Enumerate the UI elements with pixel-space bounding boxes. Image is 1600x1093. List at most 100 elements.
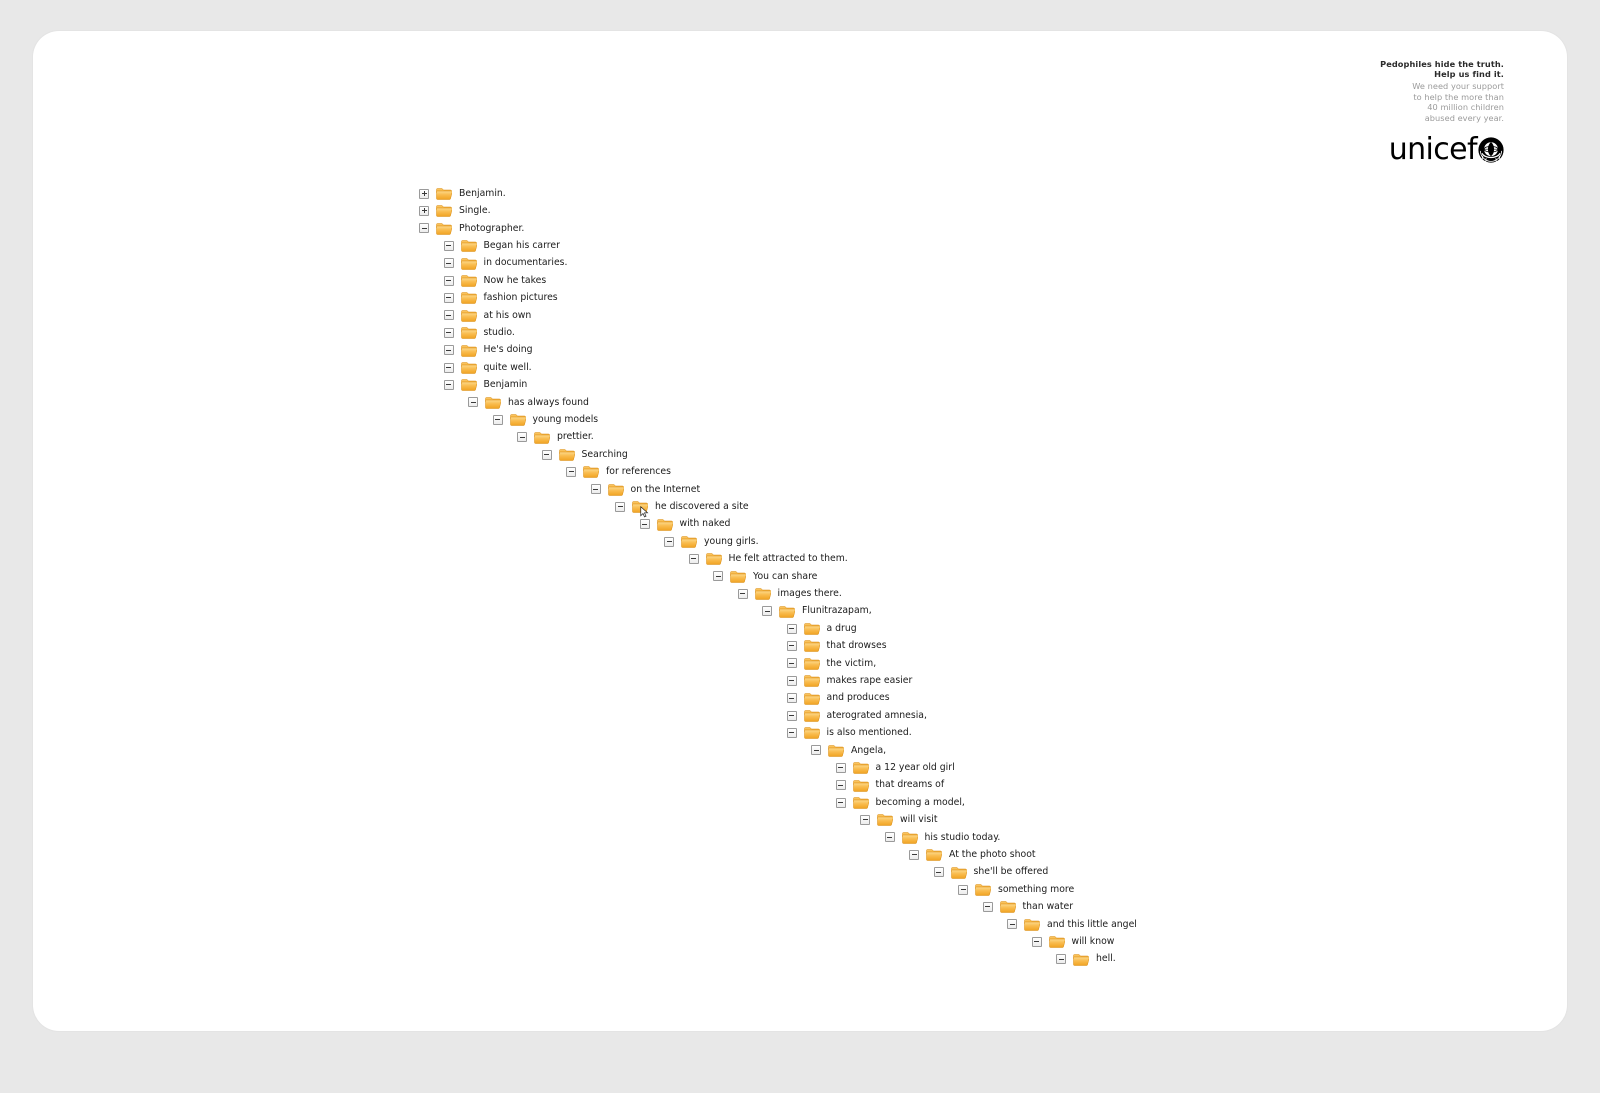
tree-node[interactable]: with naked [639, 517, 730, 532]
collapse-toggle-icon[interactable] [835, 780, 846, 791]
tree-node[interactable]: than water [982, 899, 1073, 914]
tree-node[interactable]: at his own [443, 308, 531, 323]
expand-toggle-icon[interactable] [419, 188, 429, 199]
folder-icon[interactable] [436, 204, 453, 218]
collapse-toggle-icon[interactable] [419, 223, 429, 234]
tree-node[interactable]: Flunitrazapam, [762, 604, 872, 619]
folder-icon[interactable] [436, 187, 453, 200]
folder-icon[interactable] [803, 674, 821, 687]
tree-node[interactable]: prettier. [517, 430, 594, 445]
collapse-toggle-icon[interactable] [835, 797, 846, 808]
tree-node[interactable]: she'll be offered [933, 865, 1048, 880]
collapse-toggle-icon[interactable] [443, 362, 454, 373]
tree-node[interactable]: At the photo shoot [909, 847, 1036, 862]
collapse-toggle-icon[interactable] [737, 588, 748, 599]
tree-node[interactable]: Now he takes [443, 273, 546, 288]
collapse-toggle-icon[interactable] [786, 675, 797, 686]
folder-icon[interactable] [460, 274, 478, 287]
expand-toggle-icon[interactable] [419, 205, 429, 216]
folder-icon[interactable] [681, 535, 698, 548]
collapse-toggle-icon[interactable] [443, 292, 454, 303]
folder-icon[interactable] [803, 657, 821, 670]
folder-icon[interactable] [460, 291, 478, 305]
folder-icon[interactable] [730, 570, 747, 583]
folder-icon[interactable] [460, 344, 478, 357]
folder-icon[interactable] [583, 465, 600, 479]
collapse-toggle-icon[interactable] [713, 571, 723, 582]
folder-icon[interactable] [803, 709, 821, 722]
collapse-toggle-icon[interactable] [835, 762, 846, 773]
tree-node[interactable]: Began his carrer [443, 238, 560, 253]
folder-icon[interactable] [975, 883, 992, 896]
folder-icon[interactable] [460, 361, 478, 374]
tree-node[interactable]: You can share [713, 569, 817, 584]
collapse-toggle-icon[interactable] [517, 432, 527, 443]
tree-node[interactable]: has always found [468, 395, 589, 410]
tree-node[interactable]: Benjamin [443, 377, 527, 392]
collapse-toggle-icon[interactable] [443, 275, 454, 286]
collapse-toggle-icon[interactable] [1031, 936, 1042, 947]
collapse-toggle-icon[interactable] [786, 693, 797, 704]
folder-tree[interactable]: Benjamin. Single. Photographer. [33, 31, 1567, 1031]
collapse-toggle-icon[interactable] [492, 414, 503, 425]
collapse-toggle-icon[interactable] [541, 449, 552, 460]
tree-node[interactable]: a 12 year old girl [835, 760, 955, 775]
folder-icon[interactable] [950, 866, 968, 879]
folder-icon[interactable] [436, 222, 453, 235]
tree-node[interactable]: that drowses [786, 638, 887, 653]
tree-node[interactable]: Angela, [811, 743, 886, 758]
folder-icon[interactable] [754, 587, 772, 600]
collapse-toggle-icon[interactable] [786, 710, 797, 721]
folder-icon[interactable] [852, 761, 870, 774]
folder-icon[interactable] [852, 796, 870, 809]
folder-icon[interactable] [656, 518, 674, 531]
tree-node[interactable]: in documentaries. [443, 256, 567, 271]
tree-node[interactable]: the victim, [786, 656, 876, 671]
tree-node[interactable]: on the Internet [590, 482, 700, 497]
collapse-toggle-icon[interactable] [443, 240, 454, 251]
folder-icon[interactable] [485, 396, 502, 409]
tree-node[interactable]: is also mentioned. [786, 725, 912, 740]
folder-icon[interactable] [926, 848, 943, 861]
folder-icon[interactable] [877, 813, 894, 827]
tree-node[interactable]: young girls. [664, 534, 759, 549]
tree-node[interactable]: he discovered a site [615, 499, 749, 518]
tree-node[interactable]: aterograted amnesia, [786, 708, 927, 723]
folder-icon[interactable] [803, 692, 821, 705]
tree-node[interactable]: his studio today. [884, 830, 1000, 845]
collapse-toggle-icon[interactable] [762, 606, 772, 617]
folder-icon[interactable] [509, 413, 527, 426]
tree-node[interactable]: Photographer. [419, 221, 524, 236]
tree-node[interactable]: and produces [786, 691, 890, 706]
collapse-toggle-icon[interactable] [443, 345, 454, 356]
collapse-toggle-icon[interactable] [664, 536, 674, 547]
tree-node[interactable]: for references [566, 464, 671, 479]
folder-icon[interactable] [632, 500, 649, 518]
collapse-toggle-icon[interactable] [884, 832, 895, 843]
folder-icon[interactable] [460, 326, 478, 339]
tree-node[interactable]: fashion pictures [443, 290, 558, 305]
collapse-toggle-icon[interactable] [443, 310, 454, 321]
collapse-toggle-icon[interactable] [958, 884, 968, 895]
tree-node[interactable]: makes rape easier [786, 673, 912, 688]
tree-node[interactable]: He's doing [443, 343, 533, 358]
tree-node[interactable]: will know [1031, 934, 1114, 949]
folder-icon[interactable] [460, 257, 478, 270]
folder-icon[interactable] [828, 744, 845, 757]
collapse-toggle-icon[interactable] [615, 501, 625, 512]
folder-icon[interactable] [803, 622, 821, 635]
folder-icon[interactable] [460, 378, 478, 392]
collapse-toggle-icon[interactable] [786, 658, 797, 669]
folder-icon[interactable] [1024, 918, 1041, 931]
tree-node[interactable]: Single. [419, 203, 491, 218]
folder-icon[interactable] [999, 900, 1017, 914]
collapse-toggle-icon[interactable] [468, 397, 478, 408]
collapse-toggle-icon[interactable] [688, 553, 699, 564]
tree-node[interactable]: Benjamin. [419, 186, 506, 201]
collapse-toggle-icon[interactable] [982, 901, 993, 912]
collapse-toggle-icon[interactable] [786, 727, 797, 738]
folder-icon[interactable] [460, 239, 478, 252]
tree-node[interactable]: Searching [541, 447, 628, 462]
folder-icon[interactable] [901, 831, 919, 844]
folder-icon[interactable] [779, 605, 796, 618]
